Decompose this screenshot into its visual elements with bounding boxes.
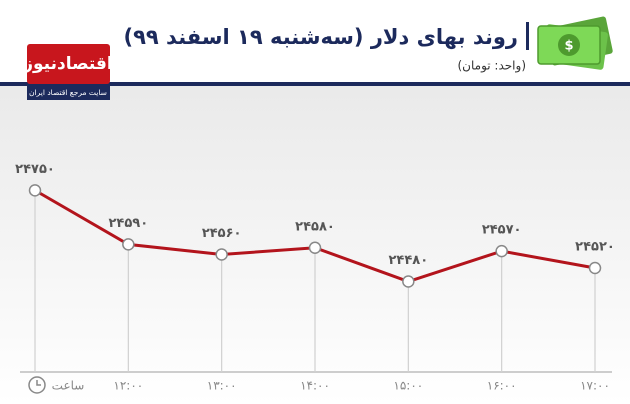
x-tick-label: ۱۴:۰۰ xyxy=(300,379,330,393)
data-point xyxy=(308,241,322,254)
data-point xyxy=(215,248,228,261)
x-tick-label: ۱۷:۰۰ xyxy=(580,379,610,393)
x-tick-label: ۱۳:۰۰ xyxy=(207,379,237,393)
data-label: ۲۴۷۵۰ xyxy=(15,162,55,177)
dollar-icon: $ xyxy=(537,16,613,70)
data-point xyxy=(122,238,135,251)
data-label: ۲۴۵۹۰ xyxy=(108,216,148,231)
data-point xyxy=(495,244,508,258)
data-label: ۲۴۵۸۰ xyxy=(295,219,335,234)
data-label: ۲۴۵۲۰ xyxy=(575,240,615,255)
x-tick-label: ۱۵:۰۰ xyxy=(393,379,423,393)
logo-tagline: سایت مرجع اقتصاد ایران xyxy=(29,88,107,97)
logo-name: اقتصادنیوز xyxy=(22,54,113,74)
clock-icon xyxy=(28,376,46,394)
data-point xyxy=(588,261,602,275)
x-tick-label: ۱۶:۰۰ xyxy=(487,379,517,393)
clock-hands xyxy=(36,380,41,386)
chart-title: روند بهای دلار (سه‌شنبه ۱۹ اسفند ۹۹) xyxy=(124,25,519,49)
svg-text:$: $ xyxy=(564,39,573,54)
header-rule xyxy=(0,82,630,86)
data-label: ۲۴۵۷۰ xyxy=(482,223,522,238)
title-bar xyxy=(526,22,529,50)
data-point xyxy=(402,275,415,288)
data-label: ۲۴۴۸۰ xyxy=(388,253,428,268)
chart-subtitle: (واحد: تومان) xyxy=(457,59,526,74)
x-axis-label: ساعت xyxy=(52,379,85,393)
logo-strip xyxy=(27,86,110,100)
logo-box xyxy=(27,44,110,84)
data-point xyxy=(28,184,42,197)
data-label: ۲۴۵۶۰ xyxy=(202,226,242,241)
x-tick-label: ۱۲:۰۰ xyxy=(113,379,143,393)
